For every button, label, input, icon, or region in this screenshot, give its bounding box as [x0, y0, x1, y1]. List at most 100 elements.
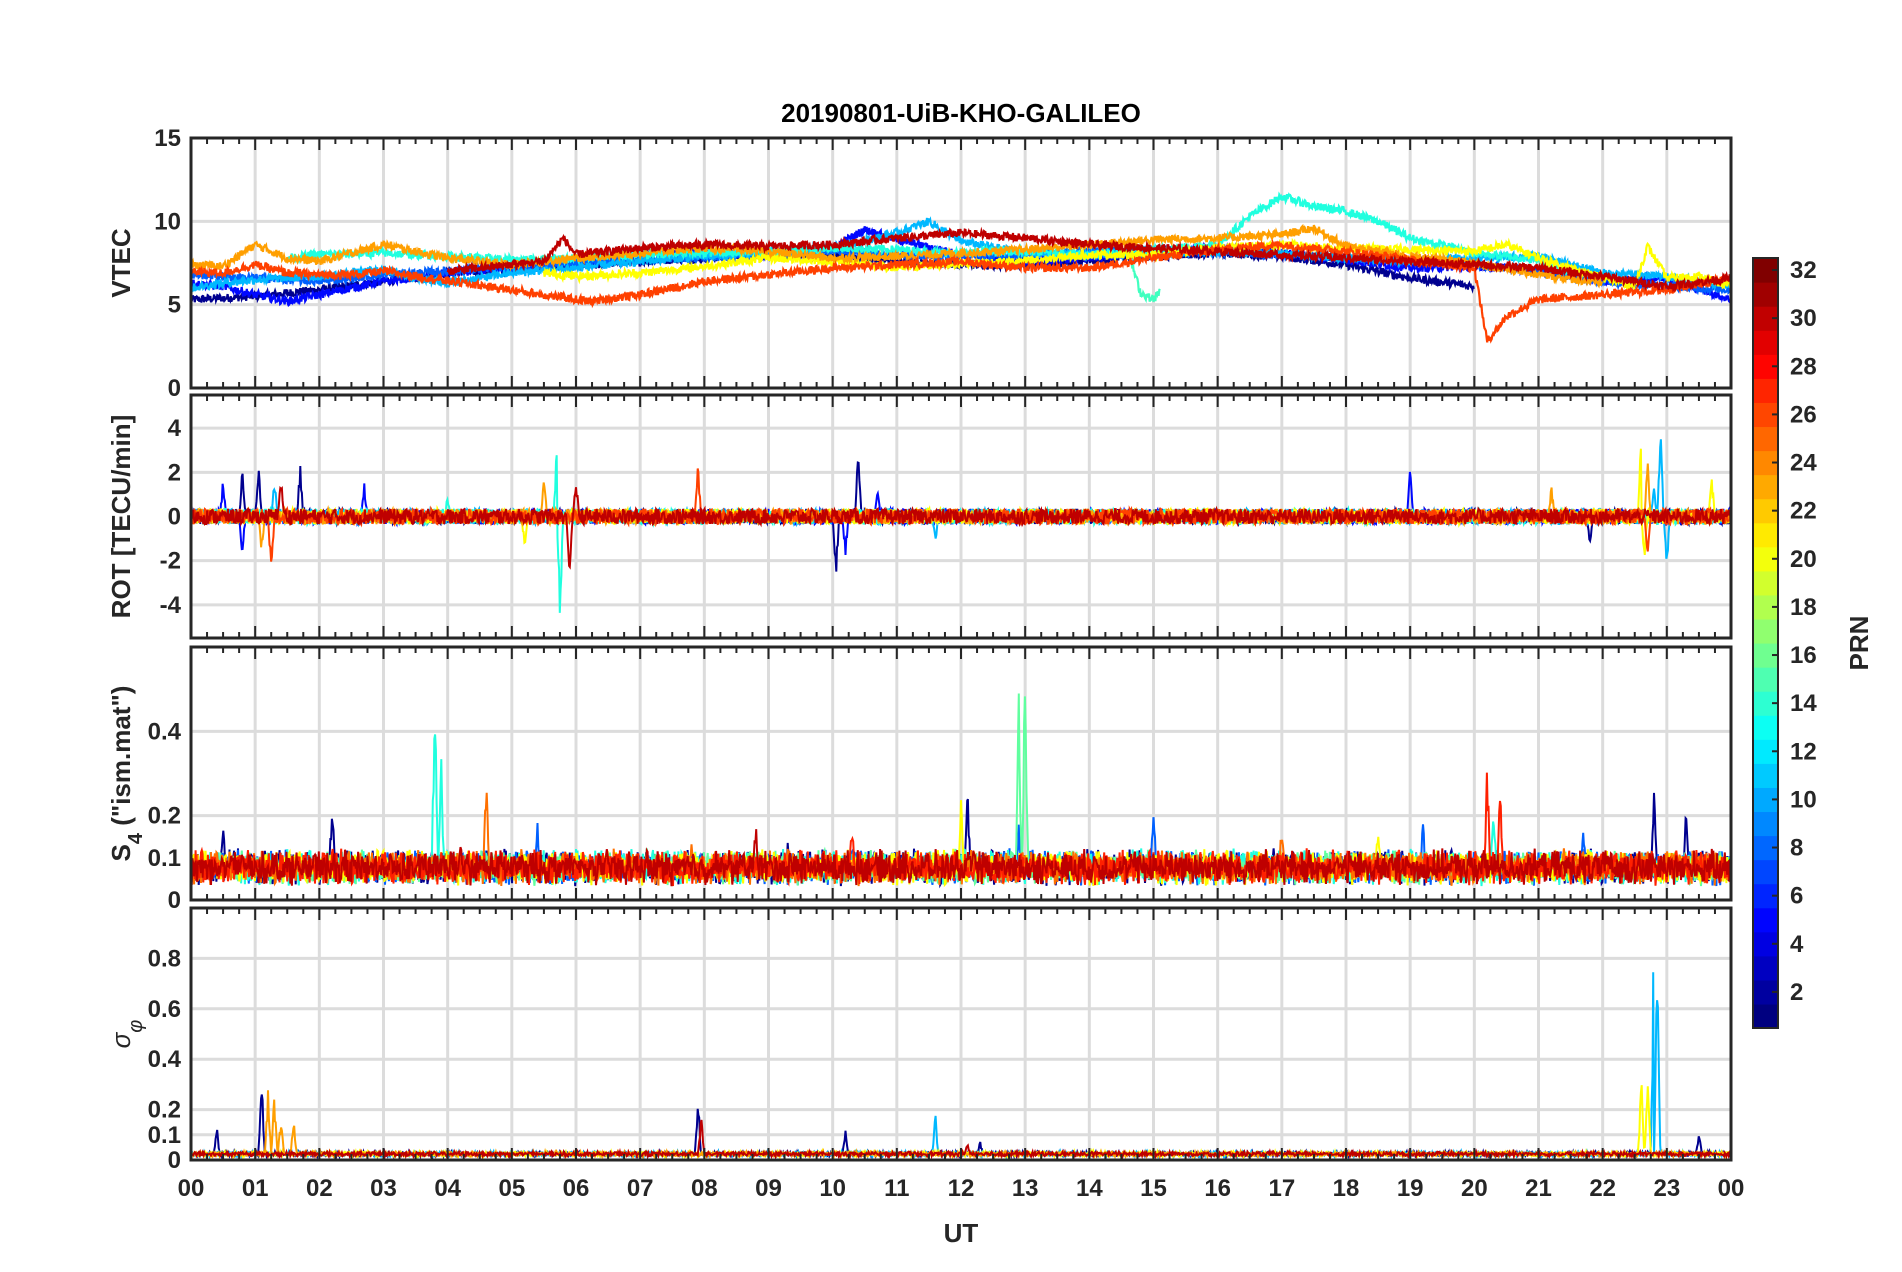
x-tick-label: 12 [948, 1175, 975, 1202]
x-tick-label: 00 [178, 1175, 205, 1202]
y-axis-label-main: σ [106, 1031, 136, 1048]
x-tick-label: 04 [434, 1175, 461, 1202]
x-tick-label: 17 [1268, 1175, 1295, 1202]
colorbar-tick-label: 4 [1790, 931, 1804, 958]
y-tick-label: 0 [168, 887, 181, 914]
colorbar-tick-label: 16 [1790, 642, 1817, 669]
colorbar-swatch [1753, 570, 1778, 596]
x-tick-label: 03 [370, 1175, 397, 1202]
colorbar-tick-label: 2 [1790, 979, 1803, 1006]
colorbar-swatch [1753, 1003, 1778, 1029]
series-prn30 [191, 829, 1731, 887]
x-tick-label: 11 [884, 1175, 909, 1202]
colorbar-swatch [1753, 859, 1778, 885]
y-tick-label: 0.4 [148, 718, 182, 745]
tick-marks [190, 395, 1732, 638]
y-tick-label: 0.2 [148, 1097, 181, 1124]
y-tick-label: 0.1 [148, 1122, 181, 1149]
y-axis-label-main: S [106, 844, 136, 861]
y-axis-label-sub: φ [125, 1020, 147, 1033]
y-axis-label-sub: 4 [125, 832, 147, 844]
colorbar-swatch [1753, 330, 1778, 355]
x-tick-label: 20 [1461, 1175, 1488, 1202]
y-tick-label: 0.8 [148, 945, 181, 972]
colorbar-swatch [1753, 618, 1778, 644]
colorbar-tick-label: 14 [1790, 690, 1817, 717]
y-axis-label: VTEC [106, 228, 136, 298]
plot-area [191, 693, 1731, 889]
y-tick-label: -2 [160, 548, 181, 575]
x-tick-label: 15 [1140, 1175, 1167, 1202]
y-tick-label: 0.6 [148, 996, 181, 1023]
colorbar-tick-label: 12 [1790, 738, 1817, 765]
panel-1: 0 5 10 15 VTEC [106, 125, 1733, 402]
colorbar-swatch [1753, 907, 1778, 933]
x-tick-label: 05 [498, 1175, 525, 1202]
colorbar-tick-label: 18 [1790, 594, 1817, 621]
colorbar-frame [1752, 257, 1779, 1029]
vtec-series-prn26 [191, 238, 1731, 344]
colorbar-swatch [1753, 811, 1778, 837]
vtec-series-prn19 [542, 237, 1731, 292]
x-tick-label: 06 [563, 1175, 590, 1202]
y-tick-label: 4 [168, 415, 182, 442]
y-tick-label: 0 [168, 1147, 181, 1174]
colorbar-label: PRN [1844, 616, 1874, 671]
tick-marks [190, 138, 1732, 388]
y-axis-label: ROT [TECU/min] [106, 415, 136, 619]
colorbar-swatch [1753, 763, 1778, 788]
y-tick-label: 0.4 [148, 1046, 182, 1073]
x-tick-label: 13 [1012, 1175, 1039, 1202]
colorbar-swatch [1753, 667, 1778, 692]
x-tick-label: 02 [306, 1175, 333, 1202]
chart-title: 20190801-UiB-KHO-GALILEO [781, 98, 1141, 128]
x-tick-label: 19 [1397, 1175, 1424, 1202]
colorbar-tick-label: 20 [1790, 546, 1817, 573]
panel-2: -4 -2 0 2 4 ROT [TECU/min] [106, 393, 1733, 640]
colorbar-swatch [1753, 378, 1778, 403]
y-tick-label: 0 [168, 375, 181, 402]
vtec-series-prn30 [446, 226, 1731, 293]
series-prn30 [191, 485, 1731, 570]
colorbar-tick-label: 10 [1790, 786, 1817, 813]
y-axis-label: σφ [106, 1020, 147, 1049]
x-tick-label: 09 [755, 1175, 782, 1202]
x-tick-label: 01 [242, 1175, 269, 1202]
grid-lines [191, 908, 1731, 1162]
colorbar-tick-label: 28 [1790, 353, 1817, 380]
panel-4: 00.10.2 0.4 0.6 0.8 σφ 00 01 02 03 04 05 06 07 08 09 10… [106, 906, 1744, 1202]
y-tick-label: 0.2 [148, 803, 181, 830]
colorbar-swatch [1753, 426, 1778, 452]
colorbar-tick-label: 24 [1790, 450, 1817, 477]
y-tick-label: 10 [154, 208, 181, 235]
colorbar-swatch [1753, 282, 1778, 307]
y-axis-label-rest: ("ism.mat") [106, 686, 136, 833]
x-tick-label: 10 [819, 1175, 846, 1202]
x-tick-label: 22 [1589, 1175, 1616, 1202]
x-tick-label: 23 [1653, 1175, 1680, 1202]
colorbar-tick-label: 26 [1790, 401, 1817, 428]
vtec-series-prn14 [1126, 249, 1161, 304]
colorbar-swatch [1753, 474, 1778, 500]
plot-area [191, 439, 1731, 613]
y-tick-label: 2 [168, 459, 181, 486]
y-tick-label: 0.1 [148, 845, 181, 872]
colorbar-swatch [1753, 955, 1778, 981]
x-tick-label: 08 [691, 1175, 718, 1202]
x-tick-label: 16 [1204, 1175, 1231, 1202]
y-tick-label: 15 [154, 125, 181, 152]
y-tick-label: 5 [168, 292, 181, 319]
colorbar-tick-label: 8 [1790, 835, 1803, 862]
x-tick-label: 18 [1333, 1175, 1360, 1202]
tick-marks [190, 647, 1732, 900]
x-tick-label: 07 [627, 1175, 654, 1202]
x-axis-label: UT [944, 1218, 979, 1248]
colorbar-tick-label: 6 [1790, 883, 1803, 910]
panel-3: 0 0.1 0.2 0.4 S4 ("ism.mat") [106, 645, 1733, 914]
plot-area [191, 191, 1731, 344]
colorbar-tick-label: 30 [1790, 305, 1817, 332]
x-tick-label: 21 [1525, 1175, 1552, 1202]
